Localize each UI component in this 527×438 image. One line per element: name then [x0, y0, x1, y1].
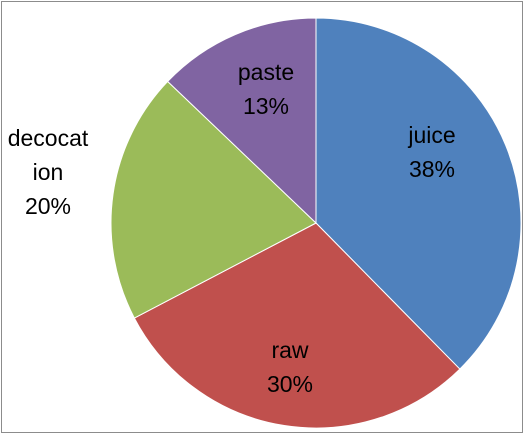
slice-label-line: 20% — [25, 193, 71, 219]
slice-label-raw: raw 30% — [267, 337, 313, 397]
slice-label-line: decocat — [8, 125, 89, 151]
labels-layer: juice 38% raw 30% decocat ion 20% paste 13% — [8, 59, 456, 397]
slice-label-juice: juice 38% — [407, 122, 455, 182]
slice-label-line: 38% — [409, 156, 455, 182]
slice-label-line: 30% — [267, 371, 313, 397]
slice-label-line: juice — [407, 122, 455, 148]
slice-label-paste: paste 13% — [238, 59, 294, 119]
pie-slice-raw — [133, 222, 461, 429]
slice-label-decocation: decocat ion 20% — [8, 125, 89, 219]
pie-slice-paste — [166, 17, 317, 225]
pie-slice-decocation — [110, 80, 317, 319]
pie-slice-juice — [315, 17, 522, 370]
slice-label-line: ion — [33, 159, 64, 185]
slice-label-line: paste — [238, 59, 294, 85]
slice-label-line: raw — [271, 337, 308, 363]
slice-label-line: 13% — [243, 93, 289, 119]
slices-layer — [110, 17, 522, 429]
